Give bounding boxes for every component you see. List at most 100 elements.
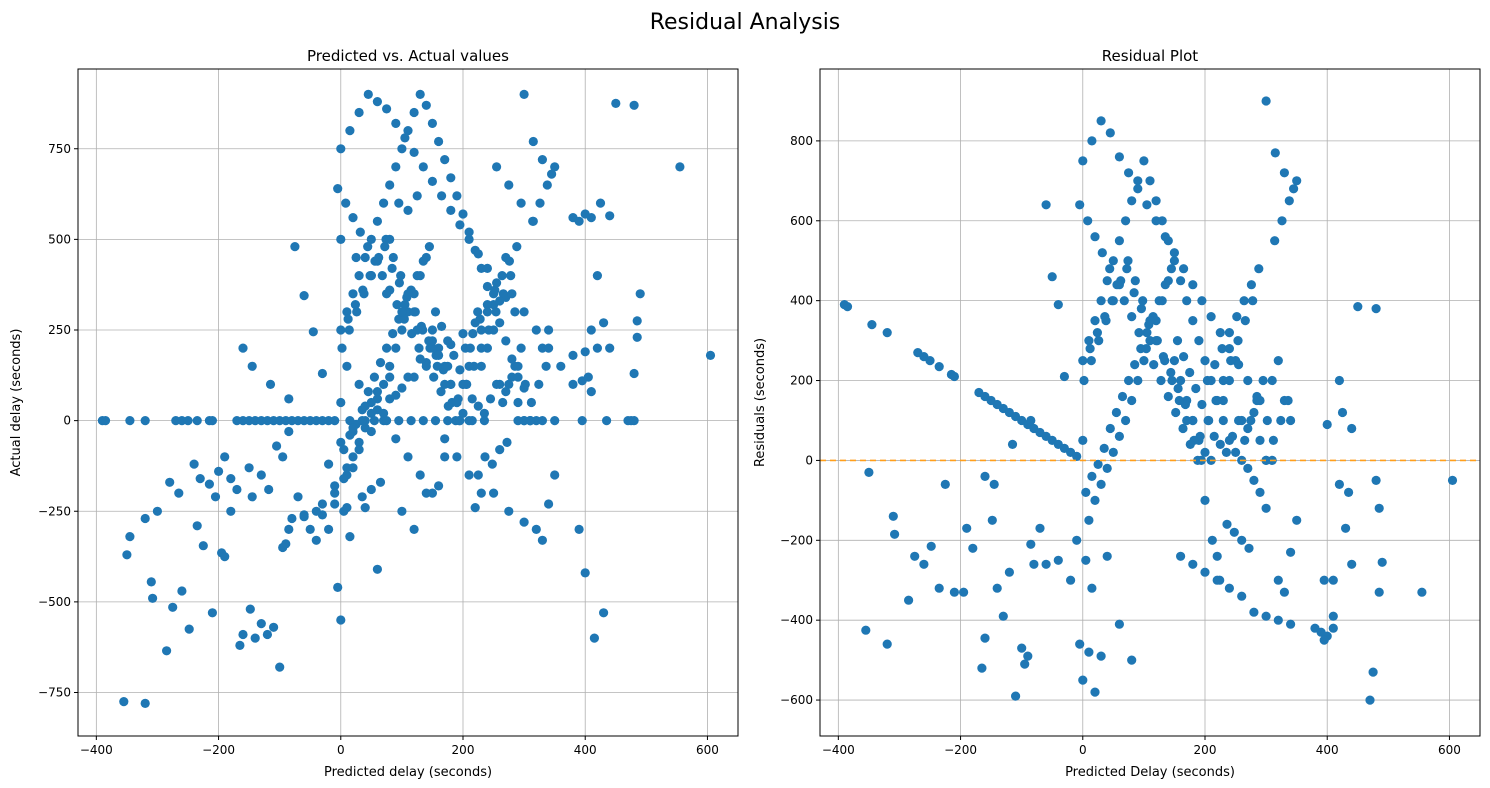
chart-1-point (1255, 435, 1265, 445)
chart-1-point (1233, 336, 1243, 346)
chart-0-point (409, 147, 419, 157)
chart-1-point (1124, 168, 1134, 178)
chart-1-point (1123, 256, 1133, 266)
chart-0-point (372, 97, 382, 107)
chart-0-point (455, 365, 465, 375)
chart-0-point (352, 307, 362, 317)
chart-1-point (1169, 248, 1179, 258)
chart-1-point (1341, 523, 1351, 533)
chart-1-point (1268, 435, 1278, 445)
chart-0-point (403, 126, 413, 136)
chart-0-point (281, 539, 291, 549)
chart-0-title: Predicted vs. Actual values (307, 47, 509, 65)
chart-0-point (337, 343, 347, 353)
chart-1-point (1224, 344, 1234, 354)
chart-1-point (1142, 200, 1152, 210)
chart-0-point (440, 434, 450, 444)
chart-0-point (519, 89, 529, 99)
chart-0-point (403, 452, 413, 462)
chart-0-point (443, 361, 453, 371)
chart-0-point (165, 477, 175, 487)
chart-1-point (904, 595, 914, 605)
chart-1-point (959, 587, 969, 597)
chart-1-point (1090, 232, 1100, 242)
chart-1-point (1174, 395, 1184, 406)
chart-0-point (473, 401, 483, 411)
chart-1-point (1041, 200, 1051, 210)
chart-0-point (470, 318, 480, 328)
chart-0-point (238, 629, 248, 640)
chart-0-point (342, 307, 352, 317)
chart-0-point (550, 416, 560, 426)
chart-0-point (479, 416, 489, 426)
chart-0-point (506, 271, 516, 281)
chart-0-point (409, 107, 419, 118)
figure-suptitle: Residual Analysis (650, 10, 841, 35)
chart-0-point (399, 314, 409, 324)
chart-0-point (125, 416, 135, 426)
chart-0-point (305, 524, 315, 535)
chart-1-point (1206, 312, 1216, 322)
chart-0-point (526, 397, 537, 408)
chart-1-point (987, 515, 997, 525)
chart-0-point (501, 336, 511, 346)
chart-1-point (1119, 296, 1129, 306)
chart-0-point (427, 118, 437, 128)
chart-1-point (1122, 264, 1132, 274)
chart-1-point (1234, 360, 1244, 370)
chart-1-point (1156, 375, 1166, 386)
chart-0-axes-frame (77, 68, 739, 737)
chart-1-point (998, 611, 1008, 621)
chart-0-point (544, 325, 554, 335)
chart-0-point (468, 329, 478, 339)
chart-0-point (345, 532, 355, 542)
chart-0-point (351, 252, 361, 263)
chart-1-point (1191, 383, 1201, 394)
chart-0-point (436, 387, 446, 397)
chart-1-point (1188, 316, 1198, 326)
chart-1-point (977, 663, 987, 673)
chart-1-point (1334, 479, 1344, 489)
chart-0-point (513, 361, 523, 371)
chart-1-point (1377, 557, 1387, 567)
chart-1-point (1188, 280, 1198, 290)
chart-0-point (330, 481, 340, 491)
chart-0-point (385, 372, 395, 382)
chart-0-point (421, 100, 431, 110)
chart-0-point (568, 350, 578, 360)
chart-0-point (394, 278, 404, 288)
chart-1-point (1368, 667, 1378, 677)
chart-0-point (519, 307, 529, 317)
chart-0-point (284, 426, 294, 437)
chart-0-point (434, 136, 444, 147)
chart-0-point (357, 416, 367, 426)
chart-1-point (890, 529, 900, 539)
chart-1-point (1133, 184, 1143, 194)
chart-0-point (226, 506, 236, 516)
chart-1-point (1007, 439, 1018, 449)
chart-1-point (1374, 503, 1384, 513)
chart-0-point (452, 191, 462, 201)
chart-0-point (385, 234, 395, 244)
chart-1-point (1160, 232, 1170, 242)
chart-0-point (525, 416, 535, 426)
chart-1-point (1244, 543, 1254, 553)
chart-1-point (1231, 447, 1241, 457)
chart-0-point (345, 416, 355, 426)
chart-0-point (605, 343, 615, 353)
chart-0-point (424, 242, 434, 252)
chart-0-point (432, 361, 442, 371)
chart-0-point (446, 339, 456, 350)
chart-0-point (397, 383, 407, 393)
chart-0-point (482, 281, 492, 292)
chart-0-point (430, 307, 441, 317)
chart-0-point (348, 423, 358, 433)
chart-1-point (867, 320, 877, 330)
chart-0-point (366, 426, 376, 437)
chart-1-point (980, 471, 990, 481)
chart-1-ytick-label: 800 (790, 134, 813, 148)
chart-1-point (1127, 312, 1137, 322)
chart-1-points (839, 96, 1458, 705)
chart-1-point (1249, 607, 1259, 617)
chart-1-point (1086, 356, 1096, 366)
